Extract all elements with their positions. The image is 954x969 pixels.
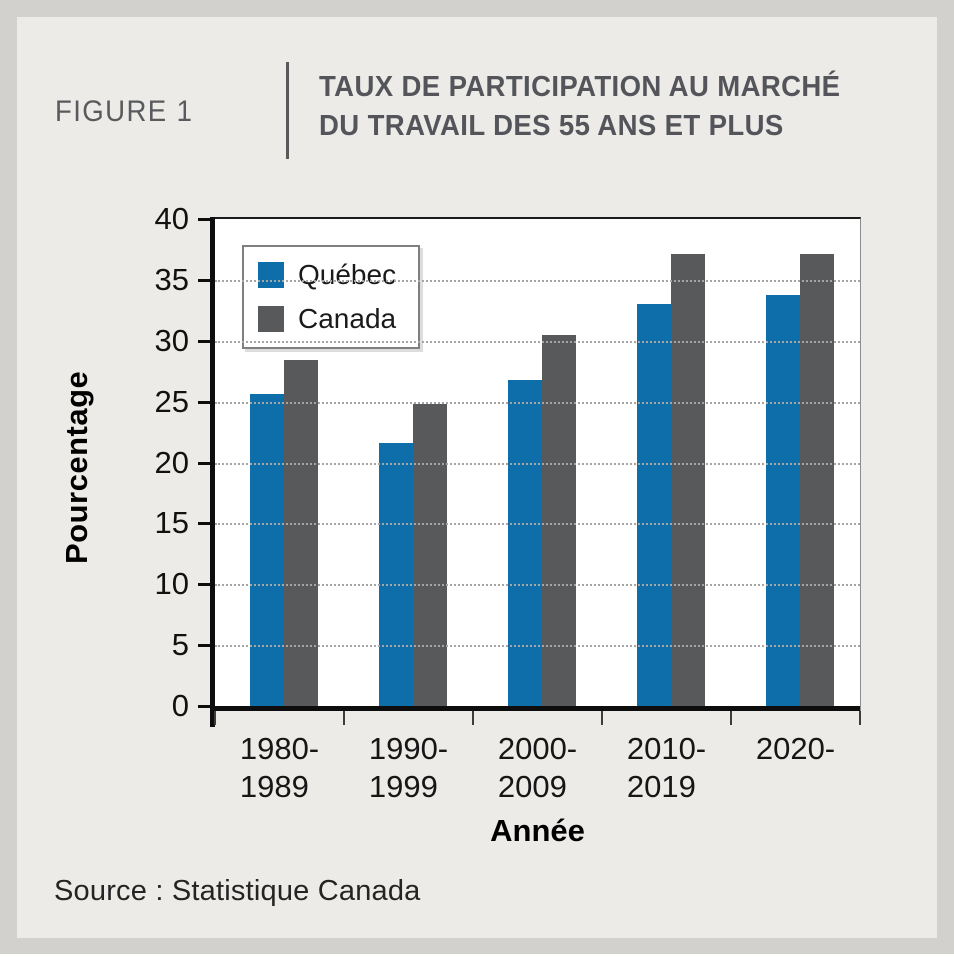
x-category-label-2000-2009: 2000- 2009: [497, 731, 578, 804]
source-caption: Source : Statistique Canada: [54, 875, 421, 907]
bar-pair: [378, 219, 447, 706]
y-tick-0: [198, 705, 210, 708]
y-tick-label-15: 15: [154, 505, 189, 541]
bar-canada-1980-1989: [283, 360, 318, 706]
plot-area: Québec Canada 1980- 1989 1990- 1999 2000- 2…: [155, 201, 861, 804]
gridline-20: [215, 462, 860, 465]
figure-title-line2: DU TRAVAIL DES 55 ANS ET PLUS: [319, 110, 784, 142]
bar-pair: [636, 219, 705, 706]
bar-group-1980-1989: [215, 219, 344, 706]
y-tick-25: [198, 400, 210, 404]
y-tick-label-20: 20: [154, 444, 189, 480]
bar-canada-2010-2019: [670, 254, 705, 706]
y-tick-label-35: 35: [154, 261, 189, 297]
gridline-35: [215, 279, 860, 282]
y-tick-10: [198, 583, 210, 587]
x-axis-line: [210, 706, 861, 711]
x-category-label-2010-2019: 2010- 2019: [626, 731, 707, 804]
bar-canada-1990-1999: [412, 404, 447, 706]
y-tick-5: [198, 644, 210, 648]
gridline-25: [215, 401, 860, 404]
x-tick-5: [859, 711, 861, 725]
bar-group-2020: [731, 219, 860, 706]
bar-pair: [507, 219, 576, 706]
x-axis-title: Année: [490, 813, 585, 848]
x-label-cell: 1990- 1999: [344, 730, 473, 806]
x-category-label-1990-1999: 1990- 1999: [368, 731, 449, 804]
figure-panel: FIGURE 1 TAUX DE PARTICIPATION AU MARCHÉ…: [17, 17, 937, 938]
legend: Québec Canada: [242, 245, 421, 349]
bar-quebec-2010-2019: [636, 304, 671, 706]
y-tick-15: [198, 522, 210, 526]
y-tick-label-5: 5: [171, 627, 189, 663]
bar-quebec-2000-2009: [507, 379, 542, 706]
x-tick-0: [214, 711, 216, 725]
bar-group-2010-2019: [602, 219, 731, 706]
bar-pair: [249, 219, 318, 706]
bar-quebec-1980-1989: [249, 394, 284, 706]
y-tick-label-0: 0: [171, 688, 189, 723]
bar-group-2000-2009: [473, 219, 602, 706]
x-label-cell: 2010- 2019: [602, 730, 731, 806]
bar-quebec-2020: [765, 294, 800, 706]
x-tick-4: [730, 711, 732, 725]
y-tick-label-10: 10: [154, 566, 189, 602]
y-tick-30: [198, 339, 210, 343]
y-tick-label-25: 25: [154, 383, 189, 419]
x-tick-1: [343, 711, 345, 725]
y-axis-title: Pourcentage: [59, 370, 94, 564]
x-tick-3: [601, 711, 603, 725]
x-tick-labels: 1980- 1989 1990- 1999 2000- 2009 2010- 2019…: [215, 730, 860, 806]
y-tick-20: [198, 461, 210, 465]
figure-title-line1: TAUX DE PARTICIPATION AU MARCHÉ: [319, 71, 841, 103]
gridline-10: [215, 584, 860, 587]
bar-canada-2020: [799, 254, 834, 706]
bar-canada-2000-2009: [541, 334, 576, 706]
bar-group-1990-1999: [344, 219, 473, 706]
x-label-cell: 2000- 2009: [473, 730, 602, 806]
figure-label: FIGURE 1: [55, 95, 194, 128]
y-axis-line: [210, 217, 215, 727]
legend-item-canada: Canada: [258, 303, 396, 335]
bar-quebec-1990-1999: [378, 443, 413, 706]
legend-label-quebec: Québec: [298, 259, 397, 290]
legend-item-quebec: Québec: [258, 259, 396, 291]
x-label-cell: 2020-: [731, 730, 860, 806]
y-tick-label-40: 40: [154, 201, 189, 236]
gridline-5: [215, 645, 860, 648]
legend-swatch-canada: [258, 306, 284, 332]
x-tick-2: [472, 711, 474, 725]
header-divider: [286, 62, 289, 159]
legend-swatch-quebec: [258, 262, 284, 288]
bar-groups: [215, 219, 860, 706]
legend-label-canada: Canada: [298, 303, 397, 334]
bar-pair: [765, 219, 834, 706]
x-category-label-1980-1989: 1980- 1989: [239, 731, 320, 804]
gridline-15: [215, 523, 860, 526]
y-tick-35: [198, 278, 210, 282]
y-tick-40: [198, 218, 210, 221]
figure-title: TAUX DE PARTICIPATION AU MARCHÉ DU TRAVA…: [319, 68, 840, 146]
gridline-30: [215, 340, 860, 343]
y-tick-label-30: 30: [154, 322, 189, 358]
x-category-label-2020: 2020-: [755, 731, 836, 766]
x-label-cell: 1980- 1989: [215, 730, 344, 806]
